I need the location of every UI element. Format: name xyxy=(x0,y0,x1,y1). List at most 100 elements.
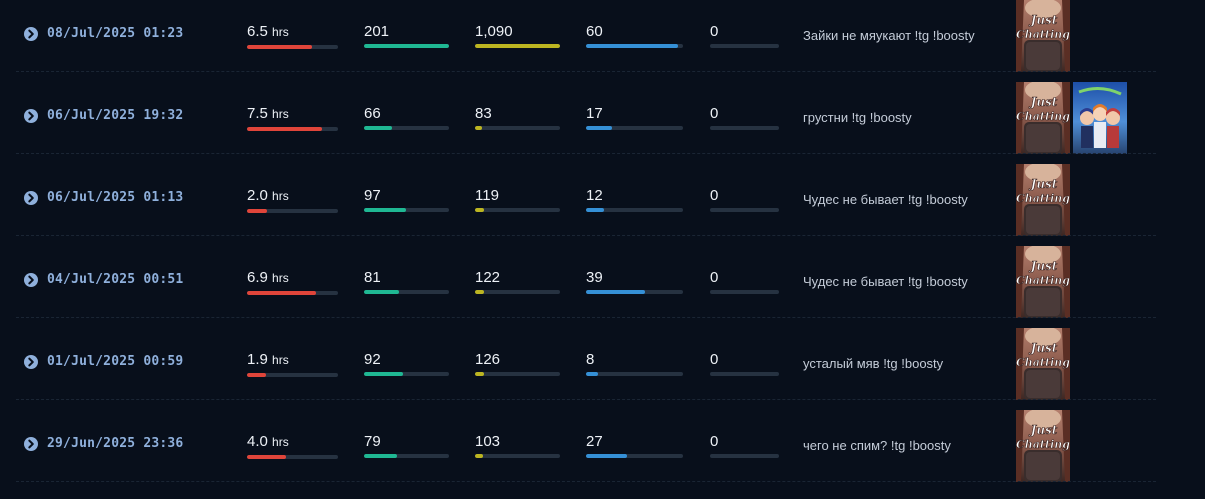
hours-unit: hrs xyxy=(272,107,289,121)
hours-value: 2.0 xyxy=(247,187,268,204)
peak-viewers: 122 xyxy=(475,269,560,294)
chevron-right-circle-icon[interactable] xyxy=(24,190,38,205)
extra-stat: 0 xyxy=(710,23,779,48)
followers-value: 12 xyxy=(586,187,603,204)
peak-viewers: 126 xyxy=(475,351,560,376)
just-chatting-art-line2: Chatting xyxy=(1016,192,1070,205)
followers-bar xyxy=(586,208,683,212)
chevron-right-circle-icon[interactable] xyxy=(24,436,38,451)
followers-bar xyxy=(586,454,683,458)
just-chatting-cover-icon[interactable]: Just Chatting xyxy=(1016,0,1070,72)
stream-date-link[interactable]: 01/Jul/2025 00:59 xyxy=(24,354,183,369)
just-chatting-cover-icon[interactable]: Just Chatting xyxy=(1016,164,1070,236)
followers-gained: 12 xyxy=(586,187,683,212)
followers-value: 27 xyxy=(586,433,603,450)
peak-viewers: 119 xyxy=(475,187,560,212)
chevron-right-circle-icon[interactable] xyxy=(24,354,38,369)
peak-viewers-bar xyxy=(475,372,560,376)
extra-stat-value: 0 xyxy=(710,269,719,286)
stream-date[interactable]: 06/Jul/2025 19:32 xyxy=(47,108,184,123)
stream-date-link[interactable]: 06/Jul/2025 19:32 xyxy=(24,108,183,123)
stream-date[interactable]: 04/Jul/2025 00:51 xyxy=(47,272,184,287)
hours-streamed: 6.5 hrs xyxy=(247,23,338,49)
just-chatting-cover-icon[interactable]: Just Chatting xyxy=(1016,82,1070,154)
average-viewers-value: 81 xyxy=(364,269,381,286)
average-viewers-value: 92 xyxy=(364,351,381,368)
stream-date[interactable]: 01/Jul/2025 00:59 xyxy=(47,354,184,369)
hours-bar-fill xyxy=(247,209,268,213)
stream-date-link[interactable]: 04/Jul/2025 00:51 xyxy=(24,272,183,287)
stream-title: Чудес не бывает !tg !boosty xyxy=(803,192,968,207)
hours-value: 7.5 xyxy=(247,105,268,122)
extra-stat-bar xyxy=(710,44,779,48)
peak-viewers-bar-fill xyxy=(475,126,482,130)
peak-viewers-bar xyxy=(475,126,560,130)
followers-bar-fill xyxy=(586,372,598,376)
peak-viewers-bar xyxy=(475,290,560,294)
stream-date-link[interactable]: 06/Jul/2025 01:13 xyxy=(24,190,183,205)
hours-value: 1.9 xyxy=(247,351,268,368)
stream-row[interactable]: 06/Jul/2025 01:13 2.0 hrs 97 119 12 0 Чу… xyxy=(0,153,1205,236)
peak-viewers-value: 119 xyxy=(475,187,499,204)
peak-viewers-bar-fill xyxy=(475,44,560,48)
game-thumbnails: Just Chatting xyxy=(1016,0,1070,72)
stream-date-link[interactable]: 29/Jun/2025 23:36 xyxy=(24,436,183,451)
average-viewers-bar-fill xyxy=(364,126,393,130)
extra-stat-value: 0 xyxy=(710,105,719,122)
peak-viewers: 103 xyxy=(475,433,560,458)
stream-date-link[interactable]: 08/Jul/2025 01:23 xyxy=(24,26,183,41)
just-chatting-cover-icon[interactable]: Just Chatting xyxy=(1016,246,1070,318)
extra-stat: 0 xyxy=(710,269,779,294)
stream-title: грустни !tg !boosty xyxy=(803,110,912,125)
followers-value: 60 xyxy=(586,23,603,40)
stream-row[interactable]: 08/Jul/2025 01:23 6.5 hrs 201 1,090 60 0… xyxy=(0,0,1205,72)
just-chatting-cover-icon[interactable]: Just Chatting xyxy=(1016,328,1070,400)
hours-value: 4.0 xyxy=(247,433,268,450)
just-chatting-art-line2: Chatting xyxy=(1016,356,1070,369)
hours-bar xyxy=(247,127,338,131)
stream-row[interactable]: 01/Jul/2025 00:59 1.9 hrs 92 126 8 0 уст… xyxy=(0,317,1205,400)
followers-bar xyxy=(586,126,683,130)
followers-bar-fill xyxy=(586,454,627,458)
stream-title: Чудес не бывает !tg !boosty xyxy=(803,274,968,289)
hours-bar-fill xyxy=(247,127,322,131)
followers-gained: 8 xyxy=(586,351,683,376)
chevron-right-circle-icon[interactable] xyxy=(24,272,38,287)
chevron-right-circle-icon[interactable] xyxy=(24,26,38,41)
average-viewers: 97 xyxy=(364,187,449,212)
just-chatting-cover-icon[interactable]: Just Chatting xyxy=(1016,410,1070,482)
hours-unit: hrs xyxy=(272,353,289,367)
game-thumbnails: Just Chatting xyxy=(1016,82,1127,154)
stream-date[interactable]: 29/Jun/2025 23:36 xyxy=(47,436,184,451)
followers-bar xyxy=(586,290,683,294)
just-chatting-art-line2: Chatting xyxy=(1016,28,1070,41)
average-viewers-value: 79 xyxy=(364,433,381,450)
average-viewers-bar-fill xyxy=(364,290,399,294)
just-chatting-art-line1: Just xyxy=(1029,95,1058,109)
stream-date[interactable]: 06/Jul/2025 01:13 xyxy=(47,190,184,205)
average-viewers-bar xyxy=(364,44,449,48)
chevron-right-circle-icon[interactable] xyxy=(24,108,38,123)
stream-row[interactable]: 04/Jul/2025 00:51 6.9 hrs 81 122 39 0 Чу… xyxy=(0,235,1205,318)
stream-title: чего не спим? !tg !boosty xyxy=(803,438,951,453)
average-viewers-bar xyxy=(364,208,449,212)
extra-stat-bar xyxy=(710,126,779,130)
hours-streamed: 1.9 hrs xyxy=(247,351,338,377)
hours-streamed: 2.0 hrs xyxy=(247,187,338,213)
average-viewers-bar-fill xyxy=(364,454,398,458)
game-thumbnails: Just Chatting xyxy=(1016,164,1070,236)
anime-game-cover-icon[interactable] xyxy=(1073,82,1127,154)
hours-value: 6.5 xyxy=(247,23,268,40)
extra-stat-bar xyxy=(710,454,779,458)
peak-viewers-bar-fill xyxy=(475,208,485,212)
stream-date[interactable]: 08/Jul/2025 01:23 xyxy=(47,26,184,41)
hours-streamed: 6.9 hrs xyxy=(247,269,338,295)
stream-title: Зайки не мяукают !tg !boosty xyxy=(803,28,975,43)
hours-bar-fill xyxy=(247,373,267,377)
peak-viewers-bar-fill xyxy=(475,290,485,294)
peak-viewers-bar xyxy=(475,44,560,48)
extra-stat: 0 xyxy=(710,351,779,376)
stream-row[interactable]: 06/Jul/2025 19:32 7.5 hrs 66 83 17 0 гру… xyxy=(0,71,1205,154)
average-viewers-bar xyxy=(364,454,449,458)
stream-row[interactable]: 29/Jun/2025 23:36 4.0 hrs 79 103 27 0 че… xyxy=(0,399,1205,482)
